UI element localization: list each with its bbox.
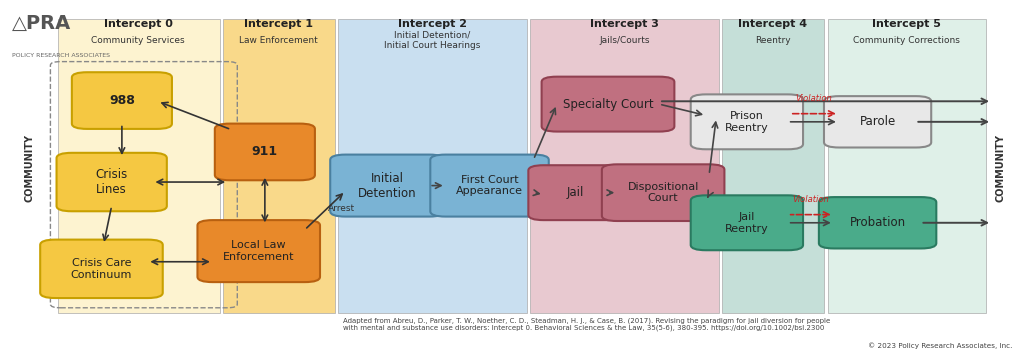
FancyBboxPatch shape [72,72,172,129]
Text: Adapted from Abreu, D., Parker, T. W., Noether, C. D., Steadman, H. J., & Case, : Adapted from Abreu, D., Parker, T. W., N… [343,317,830,331]
Text: First Court
Appearance: First Court Appearance [456,175,523,196]
Text: Community Corrections: Community Corrections [853,36,959,45]
Text: Arrest: Arrest [328,204,355,213]
FancyBboxPatch shape [215,124,315,180]
Text: Intercept 4: Intercept 4 [738,19,808,29]
Text: Intercept 3: Intercept 3 [590,19,658,29]
FancyBboxPatch shape [198,220,321,282]
FancyBboxPatch shape [691,195,803,250]
Text: Law Enforcement: Law Enforcement [240,36,318,45]
Text: 911: 911 [252,145,278,159]
Text: Intercept 2: Intercept 2 [398,19,467,29]
Text: △PRA: △PRA [11,14,71,33]
FancyBboxPatch shape [827,19,986,313]
FancyBboxPatch shape [530,19,719,313]
Text: COMMUNITY: COMMUNITY [995,134,1006,202]
Text: Crisis
Lines: Crisis Lines [95,168,128,196]
FancyBboxPatch shape [57,19,220,313]
Text: Initial
Detention: Initial Detention [358,172,417,200]
Text: Jail: Jail [566,186,584,199]
Text: Intercept 0: Intercept 0 [103,19,173,29]
Text: Intercept 5: Intercept 5 [871,19,941,29]
Text: Local Law
Enforcement: Local Law Enforcement [223,240,295,262]
FancyBboxPatch shape [40,240,163,298]
Text: Jails/Courts: Jails/Courts [599,36,649,45]
Text: Parole: Parole [859,115,896,128]
Text: Crisis Care
Continuum: Crisis Care Continuum [71,258,132,280]
FancyBboxPatch shape [528,165,623,220]
Text: Reentry: Reentry [755,36,791,45]
Text: Probation: Probation [850,216,905,229]
FancyBboxPatch shape [819,197,936,248]
Text: Community Services: Community Services [91,36,185,45]
Text: Prison
Reentry: Prison Reentry [725,111,769,132]
FancyBboxPatch shape [330,155,444,217]
Text: Jail
Reentry: Jail Reentry [725,212,769,233]
FancyBboxPatch shape [542,77,675,132]
Text: Dispositional
Court: Dispositional Court [628,182,698,203]
Text: Intercept 1: Intercept 1 [244,19,313,29]
FancyBboxPatch shape [338,19,527,313]
FancyBboxPatch shape [56,153,167,211]
Text: Violation: Violation [795,94,831,103]
Text: Initial Detention/
Initial Court Hearings: Initial Detention/ Initial Court Hearing… [384,31,480,50]
Text: Specialty Court: Specialty Court [562,97,653,111]
Text: COMMUNITY: COMMUNITY [25,134,35,202]
FancyBboxPatch shape [430,155,549,217]
FancyBboxPatch shape [824,96,931,147]
FancyBboxPatch shape [223,19,335,313]
FancyBboxPatch shape [691,94,803,149]
Text: © 2023 Policy Research Associates, Inc.: © 2023 Policy Research Associates, Inc. [868,342,1013,348]
Text: POLICY RESEARCH ASSOCIATES: POLICY RESEARCH ASSOCIATES [11,53,110,58]
Text: 988: 988 [109,94,135,107]
Text: Violation: Violation [793,195,829,204]
FancyBboxPatch shape [722,19,824,313]
FancyBboxPatch shape [602,164,724,221]
